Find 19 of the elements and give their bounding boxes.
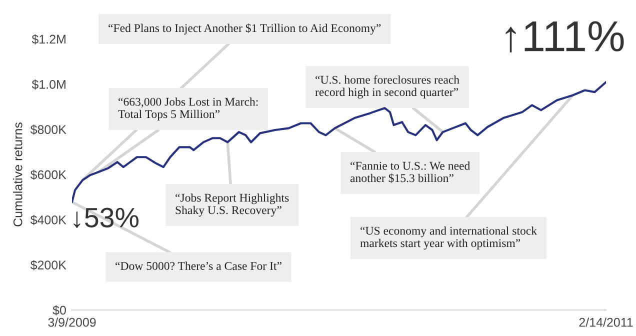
y-tick-label: $1.2M — [32, 34, 66, 44]
y-axis-title: Cumulative returns — [13, 122, 22, 226]
y-tick-label: $600K — [30, 170, 66, 180]
annotation: “663,000 Jobs Lost in March: Total Tops 5 Million” — [118, 97, 258, 121]
annotation: “Fed Plans to Inject Another $1 Trillion to Aid Economy” — [108, 23, 381, 35]
x-tick-label: 2/14/2011 — [579, 318, 633, 327]
annotation: ↑111% — [506, 21, 624, 52]
y-tick-label: $1.0M — [32, 79, 66, 90]
annotation: “U.S. home foreclosures reach record high in second quarter” — [315, 75, 460, 99]
annotation: “Jobs Report Highlights Shaky U.S. Recovery” — [176, 193, 289, 217]
annotation: “US economy and international stock markets start year with optimism” — [360, 226, 538, 250]
annotation: ↓53% — [74, 208, 138, 228]
y-tick-label: $400K — [30, 214, 66, 226]
annotation: “Dow 5000? There’s a Case For It” — [116, 262, 282, 270]
y-tick-label: $0 — [52, 305, 66, 316]
annotation: “Fannie to U.S.: We need another $15.3 billion” — [350, 161, 470, 183]
y-tick-label: $200K — [30, 260, 66, 270]
y-tick-label: $800K — [30, 124, 66, 135]
x-tick-label: 3/9/2009 — [48, 318, 96, 327]
